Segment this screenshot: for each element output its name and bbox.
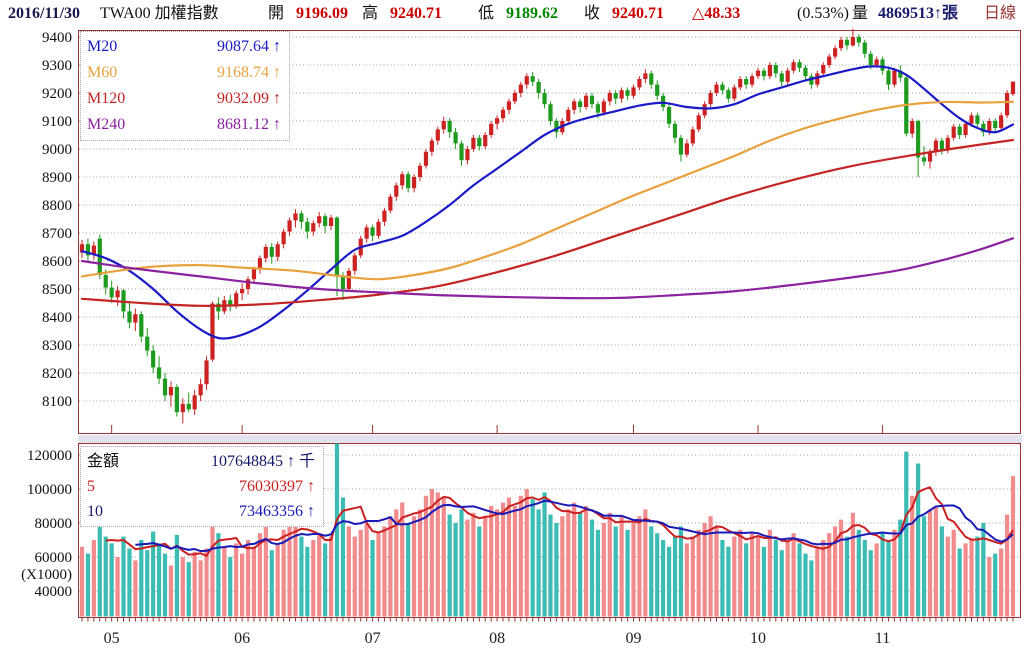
ma-legend-row: M60 9168.74 ↑ xyxy=(87,60,281,86)
ma60-label: M60 xyxy=(87,64,118,81)
svg-text:09: 09 xyxy=(625,630,641,647)
svg-text:9300: 9300 xyxy=(42,58,72,74)
low-label: 低 xyxy=(478,5,495,22)
ma-legend-row: M20 9087.64 ↑ xyxy=(87,34,281,60)
svg-text:8100: 8100 xyxy=(42,394,72,410)
svg-text:8600: 8600 xyxy=(42,254,72,270)
vol-ma5-label: 5 xyxy=(87,478,95,495)
volume-value: 4869513↑張 xyxy=(878,5,959,22)
panel-divider xyxy=(78,435,1022,443)
svg-text:8900: 8900 xyxy=(42,170,72,186)
ma20-label: M20 xyxy=(87,38,118,55)
ma20-value: 9087.64 ↑ xyxy=(217,38,281,55)
svg-text:8700: 8700 xyxy=(42,226,72,242)
svg-text:120000: 120000 xyxy=(27,448,72,464)
high-label: 高 xyxy=(362,5,379,22)
svg-text:8400: 8400 xyxy=(42,310,72,326)
ma240-value: 8681.12 ↑ xyxy=(217,116,281,133)
svg-text:40000: 40000 xyxy=(35,584,73,600)
price-chart[interactable]: 9400 9300 9200 9100 9000 8900 8800 8700 8600 8500… xyxy=(0,28,1024,443)
svg-text:10: 10 xyxy=(750,630,766,647)
volume-label: 量 xyxy=(852,5,869,22)
volume-legend: 金額 107648845 ↑ 千 5 76030397 ↑ 10 7346335… xyxy=(80,446,324,527)
ma-legend: M20 9087.64 ↑ M60 9168.74 ↑ M120 9032.09… xyxy=(80,31,290,141)
svg-text:80000: 80000 xyxy=(35,516,73,532)
svg-text:8300: 8300 xyxy=(42,338,72,354)
ma-legend-row: M120 9032.09 ↑ xyxy=(87,86,281,112)
volume-legend-row: 5 76030397 ↑ xyxy=(87,474,315,499)
date-text: 2016/11/30 xyxy=(8,5,81,22)
high-value: 9240.71 xyxy=(390,5,442,22)
svg-text:8200: 8200 xyxy=(42,366,72,382)
vol-ma10-value: 73463356 ↑ xyxy=(239,503,315,520)
svg-text:9100: 9100 xyxy=(42,114,72,130)
change-percent: (0.53%) xyxy=(797,5,849,22)
svg-text:05: 05 xyxy=(104,630,120,647)
svg-text:(X1000): (X1000) xyxy=(21,567,72,583)
close-label: 收 xyxy=(584,5,601,22)
volume-legend-row: 金額 107648845 ↑ 千 xyxy=(87,449,315,474)
ma120-label: M120 xyxy=(87,90,126,107)
svg-text:07: 07 xyxy=(365,630,381,647)
volume-chart[interactable]: 120000 100000 80000 60000 40000(X1000) 05 06 07… xyxy=(0,443,1024,662)
svg-text:9000: 9000 xyxy=(42,142,72,158)
open-value: 9196.09 xyxy=(296,5,348,22)
svg-text:9200: 9200 xyxy=(42,86,72,102)
svg-text:8500: 8500 xyxy=(42,282,72,298)
ma60-value: 9168.74 ↑ xyxy=(217,64,281,81)
ma240-label: M240 xyxy=(87,116,126,133)
svg-text:60000: 60000 xyxy=(35,550,73,566)
svg-text:8800: 8800 xyxy=(42,198,72,214)
vol-ma10-label: 10 xyxy=(87,503,103,520)
volume-legend-row: 10 73463356 ↑ xyxy=(87,499,315,524)
amount-label: 金額 xyxy=(87,453,120,470)
change-value: △48.33 xyxy=(692,5,741,22)
svg-text:11: 11 xyxy=(875,630,890,647)
low-value: 9189.62 xyxy=(506,5,558,22)
amount-value: 107648845 ↑ 千 xyxy=(210,453,315,470)
svg-text:08: 08 xyxy=(489,630,505,647)
svg-text:9400: 9400 xyxy=(42,30,72,46)
vol-ma5-value: 76030397 ↑ xyxy=(239,478,315,495)
period-selector[interactable]: 日線 xyxy=(984,5,1017,22)
symbol-text: TWA00 加權指數 xyxy=(100,5,219,22)
close-value: 9240.71 xyxy=(612,5,664,22)
ma120-value: 9032.09 ↑ xyxy=(217,90,281,107)
open-label: 開 xyxy=(268,5,285,22)
quote-header: 2016/11/30 TWA00 加權指數 開 9196.09 高 9240.7… xyxy=(0,0,1024,28)
ma-legend-row: M240 8681.12 ↑ xyxy=(87,112,281,138)
svg-text:100000: 100000 xyxy=(27,482,72,498)
svg-text:06: 06 xyxy=(234,630,250,647)
